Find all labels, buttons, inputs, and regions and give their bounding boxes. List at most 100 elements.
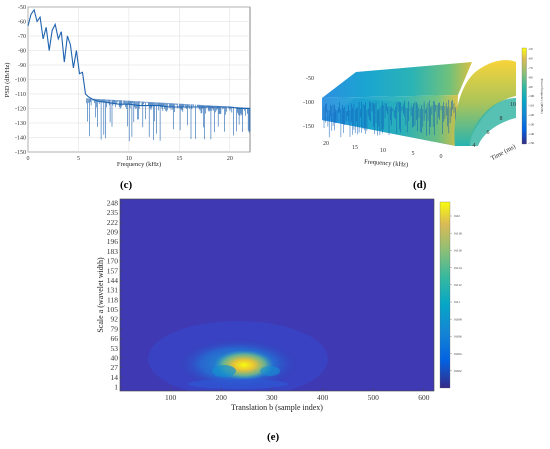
panel-c-y-tick-label: -100 <box>15 78 26 84</box>
panel-e: 1142740536679921051181311441571701831962… <box>96 199 462 444</box>
panel-c-xlabel: Frequency (kHz) <box>117 161 161 168</box>
panel-d-ridge-band <box>470 98 516 146</box>
panel-e-y-tick-label: 196 <box>107 237 119 246</box>
panel-c-x-ticks: 0 5 10 15 20 <box>27 156 233 162</box>
panel-e-y-tick-label: 79 <box>111 324 119 333</box>
panel-d-colorbar-tick-label: -120 <box>528 113 535 117</box>
panel-d: -50 -100 -150 20 15 10 5 0 4 6 8 10 Frequency (kH… <box>303 47 544 191</box>
panel-e-y-tick-label: 157 <box>107 266 119 275</box>
panel-e-y-tick-label: 131 <box>107 286 119 295</box>
panel-e-y-tick-label: 1 <box>114 383 118 392</box>
panel-e-y-tick-label: 248 <box>107 199 119 208</box>
panel-e-y-tick-label: 53 <box>111 344 119 353</box>
panel-d-colorbar-tick-label: -60 <box>528 57 533 61</box>
panel-e-x-tick-label: 300 <box>266 393 278 402</box>
panel-e-x-tick-label: 600 <box>418 393 430 402</box>
panel-d-x-tick-label: 15 <box>352 145 358 151</box>
panel-e-y-tick-label: 118 <box>107 295 118 304</box>
panel-c-y-tick-label: -80 <box>18 49 26 55</box>
panel-d-y-tick-label: 8 <box>500 116 503 122</box>
panel-c: -50-60-70-80-90-100-110-120-130-140-150 … <box>4 5 251 191</box>
panel-d-y-tick-label: 4 <box>473 143 476 149</box>
panel-d-z-tick-label: -150 <box>303 124 314 130</box>
panel-c-x-tick-label: 5 <box>77 156 80 162</box>
panel-c-y-ticks: -50 -60 -70 -80 -90 -100 -110 -120 -130 -140 -150 <box>15 5 26 156</box>
panel-e-y-tick-label: 105 <box>107 305 119 314</box>
panel-e-plot-frame <box>119 198 435 392</box>
panel-d-z-tick-label: -50 <box>306 76 314 82</box>
panel-d-ridge <box>454 60 516 146</box>
panel-e-x-tick-label: 200 <box>216 393 228 402</box>
panel-c-x-tick-label: 15 <box>176 156 182 162</box>
panel-e-colorbar-ticks: 0.02 0.018 0.016 0.014 0.012 0.01 0.008 0.006 0.… <box>450 214 462 373</box>
panel-d-y-tick-label: 10 <box>510 102 516 108</box>
panel-e-x-ticks: 100 200 300 400 500 600 <box>165 388 430 402</box>
panel-e-xlabel: Translation b (sample index) <box>231 403 323 412</box>
panel-d-x-ticks: 20 15 10 5 0 <box>323 141 443 160</box>
panel-d-colorbar <box>521 47 527 145</box>
panel-c-y-tick-label: -130 <box>15 121 26 127</box>
panel-c-grid <box>27 6 250 153</box>
panel-e-ylabel: Scale a (wavelet width) <box>96 257 105 333</box>
panel-e-colorbar-tick-label: 0.02 <box>454 214 460 218</box>
panel-d-xlabel: Frequency (kHz) <box>364 158 409 168</box>
panel-d-colorbar-tick-label: -110 <box>528 104 534 108</box>
panel-d-z-ticks: -50 -100 -150 <box>303 76 314 130</box>
panel-d-colorbar-label: Power/frequency (dB/Hz) <box>540 78 544 113</box>
panel-c-y-tick-label: -110 <box>15 92 26 98</box>
panel-e-y-tick-label: 222 <box>107 218 119 227</box>
panel-e-x-tick-label: 100 <box>165 393 177 402</box>
panel-e-x-tick-label: 500 <box>368 393 380 402</box>
panel-d-colorbar-ticks: -50 -60 -70 -80 -90 -100 -110 -120 -130 -140 -150 <box>528 47 535 145</box>
panel-e-colorbar-tick-label: 0.016 <box>454 249 462 253</box>
panel-c-psd-line <box>27 8 250 110</box>
panel-e-colorbar-tick-label: 0.01 <box>454 300 460 304</box>
panel-d-colorbar-tick-label: -130 <box>528 122 535 126</box>
panel-e-y-tick-label: 27 <box>111 363 119 372</box>
panel-d-colorbar-tick-label: -100 <box>528 94 535 98</box>
panel-e-y-ticks: 1142740536679921051181311441571701831962… <box>107 199 123 392</box>
panel-c-y-tick-label: -50 <box>18 5 26 11</box>
panel-e-colorbar-tick-label: 0.012 <box>454 283 462 287</box>
panel-d-colorbar-tick-label: -80 <box>528 75 533 79</box>
panel-d-colorbar-tick-label: -150 <box>528 141 535 145</box>
panel-d-x-tick-label: 10 <box>380 148 386 154</box>
panel-e-y-tick-label: 40 <box>111 353 119 362</box>
panel-c-y-tick-label: -150 <box>15 150 26 156</box>
panel-d-ylabel: Time (ms) <box>490 143 517 162</box>
panel-d-surface-top <box>322 62 472 98</box>
panel-d-colorbar-tick-label: -70 <box>528 66 533 70</box>
panel-d-colorbar-tick-label: -50 <box>528 47 533 51</box>
panel-e-y-tick-label: 209 <box>107 228 119 237</box>
panel-e-y-tick-label: 66 <box>111 334 119 343</box>
panel-e-y-tick-label: 144 <box>107 276 119 285</box>
panel-d-surface-spikes <box>323 99 456 138</box>
panel-c-tag: (c) <box>120 179 133 191</box>
panel-d-colorbar-tick-label: -140 <box>528 132 535 136</box>
panel-e-heatmap <box>120 199 434 391</box>
panel-c-y-tick-label: -120 <box>15 107 26 113</box>
panel-e-colorbar-tick-label: 0.006 <box>454 335 462 339</box>
panel-e-colorbar <box>439 201 451 389</box>
panel-c-y-tick-label: -140 <box>15 136 26 142</box>
panel-d-y-ticks: 4 6 8 10 <box>473 102 517 149</box>
panel-c-psd-noise <box>86 98 251 142</box>
panel-c-ylabel: PSD (dB/Hz) <box>4 63 11 98</box>
panel-e-y-tick-label: 170 <box>107 257 119 266</box>
panel-e-colorbar-tick-label: 0.008 <box>454 317 462 321</box>
panel-d-x-tick-label: 0 <box>440 154 443 160</box>
panel-d-z-tick-label: -100 <box>303 100 314 106</box>
panel-e-colorbar-tick-label: 0.004 <box>454 352 462 356</box>
panel-e-tag: (e) <box>267 431 280 443</box>
panel-e-y-tick-label: 92 <box>111 315 119 324</box>
panel-e-colorbar-tick-label: 0.018 <box>454 231 462 235</box>
panel-d-x-tick-label: 5 <box>412 151 415 157</box>
panel-c-x-tick-label: 10 <box>126 156 132 162</box>
panel-c-y-tick-label: -70 <box>18 34 26 40</box>
panel-d-colorbar-tick-label: -90 <box>528 85 533 89</box>
panel-c-y-tick-label: -60 <box>18 20 26 26</box>
panel-d-y-tick-label: 6 <box>487 130 490 136</box>
panel-e-x-tick-label: 400 <box>317 393 329 402</box>
panel-c-y-tick-label: -90 <box>18 63 26 69</box>
panel-d-x-tick-label: 20 <box>323 141 329 147</box>
